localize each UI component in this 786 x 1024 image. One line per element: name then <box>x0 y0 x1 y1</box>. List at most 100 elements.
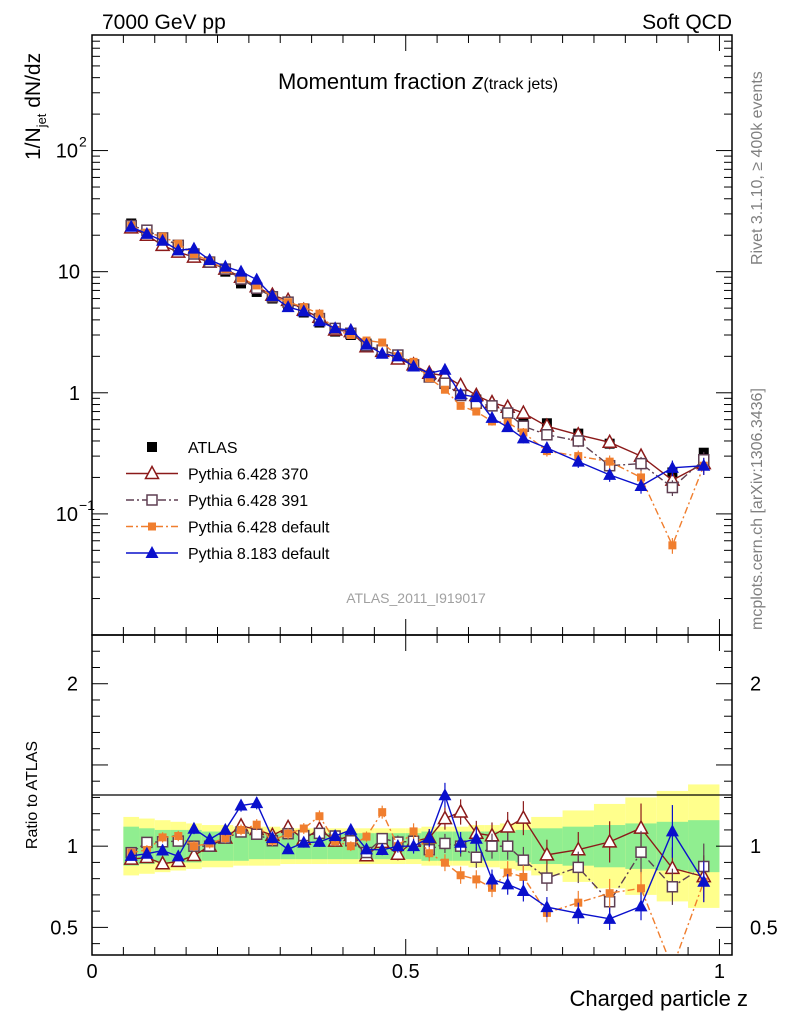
legend-label: Pythia 6.428 default <box>188 520 330 537</box>
y-tick-label: 10 <box>56 504 78 526</box>
data-point <box>281 300 295 313</box>
ratio-point <box>362 832 371 841</box>
ratio-point <box>328 829 342 842</box>
legend-marker <box>144 464 160 480</box>
data-point <box>635 457 647 470</box>
legend-marker <box>145 546 159 558</box>
ratio-point <box>284 829 293 838</box>
main-series <box>123 218 712 554</box>
ratio-point <box>501 877 515 890</box>
ratio-point <box>390 845 406 861</box>
mcplots-label: mcplots.cern.ch [arXiv:1306.3436] <box>749 388 766 630</box>
ratio-point <box>346 842 355 851</box>
x-tick-label: 0.5 <box>392 961 420 983</box>
ratio-point <box>472 875 481 884</box>
stat-uncertainty-band <box>515 829 532 863</box>
ratio-point <box>539 846 555 861</box>
ratio-point <box>281 842 295 855</box>
ratio-point <box>203 832 217 845</box>
ratio-point <box>378 808 387 817</box>
data-point <box>140 226 154 239</box>
ratio-point <box>666 881 679 893</box>
ratio-point <box>376 832 388 845</box>
header-process: Soft QCD <box>642 11 732 34</box>
analysis-id: ATLAS_2011_I919017 <box>346 590 486 606</box>
legend: ATLAS Pythia 6.428 370 Pythia 6.428 391 Pyt… <box>126 440 330 563</box>
data-point <box>156 233 170 246</box>
data-point <box>312 314 326 327</box>
ratio-point <box>409 827 418 836</box>
ratio-point <box>171 849 185 862</box>
ratio-frame <box>91 634 733 956</box>
ratio-point <box>187 821 201 834</box>
data-point <box>456 401 465 410</box>
series-line <box>130 224 705 548</box>
data-point <box>422 366 436 379</box>
ratio-point <box>501 840 514 852</box>
main-frame <box>91 34 733 636</box>
data-point <box>237 274 246 283</box>
ratio-point <box>470 851 483 863</box>
ratio-point <box>665 824 679 837</box>
ratio-point <box>218 822 232 835</box>
data-point <box>666 481 679 494</box>
ratio-point <box>541 872 553 884</box>
data-point <box>601 433 618 449</box>
ratio-point <box>124 848 138 861</box>
data-point <box>541 429 553 441</box>
ratio-point <box>571 906 585 919</box>
data-point <box>540 441 554 454</box>
data-point <box>516 431 530 444</box>
data-point <box>203 252 217 265</box>
data-point <box>605 457 614 466</box>
data-point <box>472 407 481 416</box>
x-axis-label: Charged particle z <box>569 986 748 1011</box>
data-point <box>218 259 232 272</box>
ratio-point <box>635 846 647 858</box>
data-point <box>189 249 198 258</box>
ratio-point <box>440 858 449 867</box>
series-4 <box>124 219 711 494</box>
ratio-point <box>252 820 261 829</box>
ratio-point <box>601 833 618 848</box>
ratio-point <box>234 798 248 811</box>
ratio-point <box>156 843 170 856</box>
y-axis-label: 1/Njet dN/dz <box>22 53 49 160</box>
ratio-point <box>605 889 614 898</box>
ratio-point <box>391 839 405 852</box>
ratio-tick-label-right: 2 <box>750 674 761 696</box>
ratio-tick-label: 2 <box>67 674 78 696</box>
data-point <box>637 473 646 482</box>
legend-marker <box>147 442 157 452</box>
data-point <box>515 404 532 419</box>
ratio-point <box>189 842 198 851</box>
ratio-point <box>375 842 389 855</box>
ratio-panel: 0 0.5 1 0.5 0.5 1 1 2 2 Ratio to ATLAS Charged p… <box>24 634 778 1011</box>
data-point <box>440 385 449 394</box>
ratio-point <box>265 831 279 844</box>
legend-label: Pythia 8.183 default <box>188 546 330 563</box>
ratio-point <box>297 835 311 848</box>
y-tick-label: 10 <box>56 141 78 163</box>
data-point <box>485 410 499 423</box>
x-tick-label: 1 <box>714 961 725 983</box>
x-tick-label: 0 <box>86 961 97 983</box>
data-point <box>252 281 261 290</box>
ratio-point <box>668 964 676 972</box>
data-point <box>407 359 421 372</box>
data-point <box>265 288 279 301</box>
ratio-point <box>186 846 202 862</box>
ratio-point <box>299 824 308 833</box>
ratio-series <box>123 782 712 972</box>
data-point <box>250 272 264 285</box>
data-point <box>344 322 358 335</box>
data-point <box>486 400 498 412</box>
legend-label: Pythia 6.428 370 <box>188 467 308 484</box>
ratio-point <box>697 874 711 887</box>
ratio-point <box>485 872 499 885</box>
ratio-ticks: 0 0.5 1 0.5 0.5 1 1 2 2 <box>50 635 778 983</box>
stat-uncertainty-band <box>233 831 249 861</box>
ratio-point <box>250 828 263 840</box>
